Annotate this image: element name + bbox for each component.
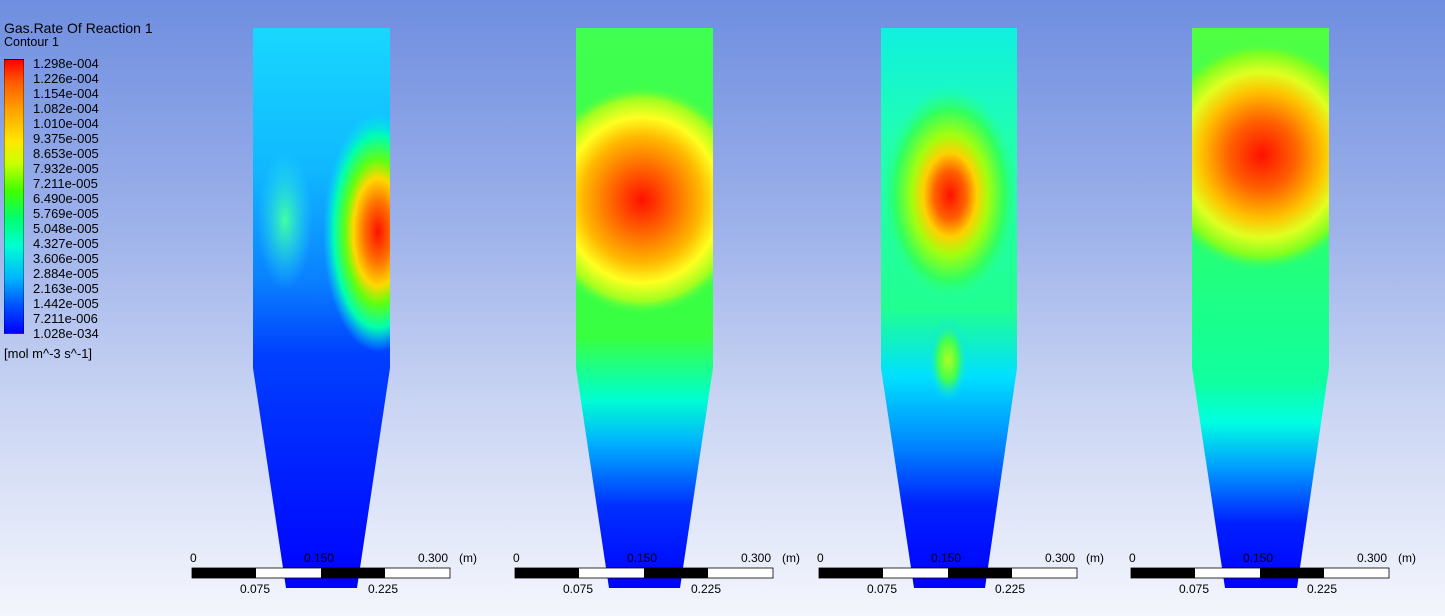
legend-level-label: 1.154e-004 [33,86,99,101]
scale-tick-150: 0.150 [627,551,657,565]
scale-tick-300: 0.300 [418,551,448,565]
contour-panel-4 [1130,0,1430,616]
legend-level-label: 6.490e-005 [33,191,99,206]
scale-tick-075: 0.075 [563,582,593,596]
legend-level-label: 9.375e-005 [33,131,99,146]
scale-unit: (m) [782,551,800,565]
scale-tick-150: 0.150 [304,551,334,565]
scale-tick-075: 0.075 [867,582,897,596]
scale-tick-0: 0 [190,551,197,565]
legend-contour-title: Contour 1 [4,35,59,49]
color-legend-bar [4,59,24,334]
scale-bar-4: 0 0.150 0.300 (m) 0.075 0.225 [1129,0,1429,616]
legend-level-label: 7.932e-005 [33,161,99,176]
scale-tick-300: 0.300 [741,551,771,565]
legend-level-label: 1.442e-005 [33,296,99,311]
scale-bar-2: 0 0.150 0.300 (m) 0.075 0.225 [513,0,813,616]
contour-panel-3 [818,0,1118,616]
legend-level-label: 2.884e-005 [33,266,99,281]
scale-tick-225: 0.225 [691,582,721,596]
legend-level-label: 5.769e-005 [33,206,99,221]
scale-tick-0: 0 [817,551,824,565]
scale-tick-225: 0.225 [1307,582,1337,596]
legend-level-label: 1.298e-004 [33,56,99,71]
scale-bar-3: 0 0.150 0.300 (m) 0.075 0.225 [817,0,1117,616]
scale-tick-150: 0.150 [931,551,961,565]
legend-level-label: 8.653e-005 [33,146,99,161]
legend-level-label: 3.606e-005 [33,251,99,266]
legend-level-label: 2.163e-005 [33,281,99,296]
scale-tick-075: 0.075 [1179,582,1209,596]
legend-level-label: 4.327e-005 [33,236,99,251]
scale-tick-0: 0 [513,551,520,565]
legend-variable-title: Gas.Rate Of Reaction 1 [4,20,153,36]
scale-tick-300: 0.300 [1045,551,1075,565]
scale-tick-075: 0.075 [240,582,270,596]
legend-level-label: 5.048e-005 [33,221,99,236]
legend-level-label: 1.010e-004 [33,116,99,131]
contour-panel-2 [514,0,814,616]
legend-level-label: 1.028e-034 [33,326,99,341]
legend-level-label: 7.211e-005 [33,176,98,191]
legend-level-label: 1.226e-004 [33,71,99,86]
scale-tick-0: 0 [1129,551,1136,565]
scale-unit: (m) [1398,551,1416,565]
legend-level-label: 1.082e-004 [33,101,99,116]
contour-panel-1 [190,0,490,616]
scale-tick-150: 0.150 [1243,551,1273,565]
scale-tick-225: 0.225 [368,582,398,596]
scale-unit: (m) [459,551,477,565]
scale-tick-300: 0.300 [1357,551,1387,565]
scale-tick-225: 0.225 [995,582,1025,596]
legend-level-label: 7.211e-006 [33,311,98,326]
legend-units: [mol m^-3 s^-1] [4,346,93,361]
scale-unit: (m) [1086,551,1104,565]
scale-bar-1: 0 0.150 0.300 (m) 0.075 0.225 [190,0,490,616]
